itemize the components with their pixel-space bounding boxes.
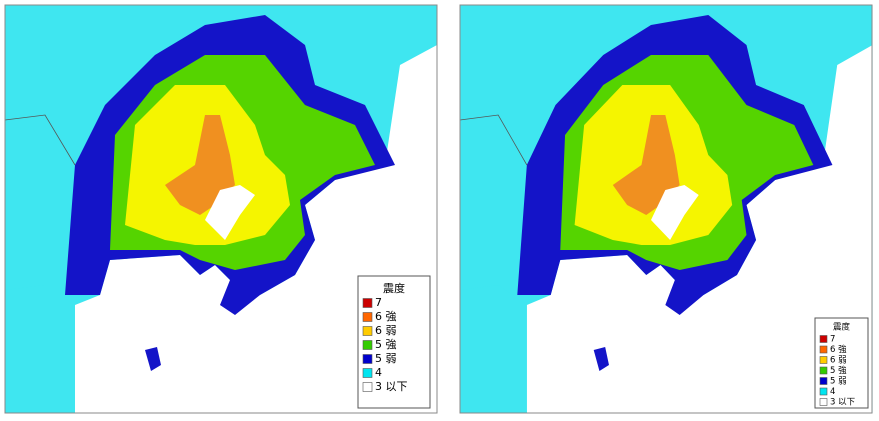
legend-label: 5 強 xyxy=(375,338,397,351)
legend-label: 3 以下 xyxy=(830,398,856,408)
legend-swatch xyxy=(362,382,373,392)
legend-swatch xyxy=(819,398,828,406)
legend-label: 6 弱 xyxy=(375,324,397,337)
legend-swatch xyxy=(362,340,373,350)
legend-swatch xyxy=(819,387,828,396)
legend-title: 震度 xyxy=(383,281,405,295)
legend-label: 7 xyxy=(375,296,382,309)
legend-swatch xyxy=(819,377,828,385)
legend-label: 5 強 xyxy=(830,365,847,376)
legend-swatch xyxy=(819,345,828,354)
legend-label: 4 xyxy=(830,387,835,397)
legend-label: 5 弱 xyxy=(375,352,397,365)
legend-title: 震度 xyxy=(833,322,851,333)
legend-label: 6 弱 xyxy=(830,356,847,366)
legend-swatch xyxy=(819,335,828,343)
map-right xyxy=(459,4,873,414)
legend-swatch xyxy=(362,326,373,336)
legend-swatch xyxy=(362,312,373,322)
legend-label: 4 xyxy=(375,366,382,379)
legend-swatch xyxy=(362,354,373,364)
legend-swatch xyxy=(362,368,373,378)
legend-swatch xyxy=(819,356,828,364)
map-left xyxy=(4,4,438,414)
legend-label: 3 以下 xyxy=(375,380,408,393)
legend-label: 6 強 xyxy=(830,344,847,355)
legend-label: 7 xyxy=(830,335,835,345)
legend-swatch xyxy=(819,366,828,375)
legend-label: 5 弱 xyxy=(830,377,847,387)
legend-label: 6 強 xyxy=(375,310,397,323)
legend-swatch xyxy=(362,298,373,308)
